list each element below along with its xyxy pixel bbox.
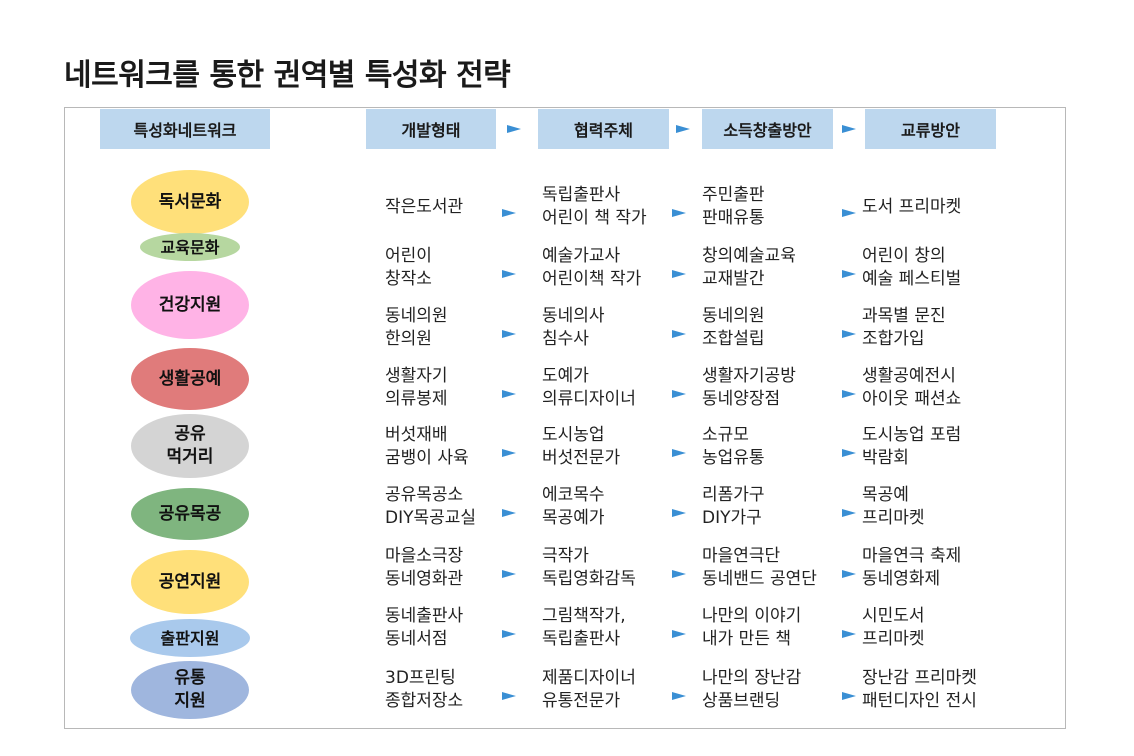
flow-arrow-row9-3: [842, 692, 856, 700]
diagram-frame: [64, 107, 1066, 729]
page-title: 네트워크를 통한 권역별 특성화 전략: [64, 58, 511, 93]
cell-row6-col1: 공유목공소 DIY목공교실: [385, 485, 477, 528]
cell-row4-col2: 도예가 의류디자이너: [542, 366, 636, 409]
flow-arrow-row4-1: [502, 390, 516, 398]
network-oval-6: 공유목공: [131, 488, 249, 540]
flow-arrow-row2-3: [842, 270, 856, 278]
flow-arrow-row4-2: [672, 390, 686, 398]
cell-row1-col4: 도서 프리마켓: [862, 196, 962, 217]
flow-arrow-row8-3: [842, 630, 856, 638]
flow-arrow-row9-2: [672, 692, 686, 700]
cell-row9-col3: 나만의 장난감 상품브랜딩: [702, 668, 802, 711]
flow-arrow-row1-2: [672, 209, 686, 217]
flow-arrow-row1-1: [502, 209, 516, 217]
cell-row1-col3: 주민출판 판매유통: [702, 185, 765, 228]
cell-row8-col4: 시민도서 프리마켓: [862, 606, 925, 649]
cell-row6-col2: 에코목수 목공예가: [542, 485, 605, 528]
cell-row2-col1: 어린이 창작소: [385, 246, 432, 289]
network-oval-9: 유통 지원: [131, 661, 249, 719]
network-oval-5: 공유 먹거리: [131, 414, 249, 478]
header-network: 특성화네트워크: [100, 109, 270, 149]
flow-arrow-row3-2: [672, 330, 686, 338]
cell-row3-col4: 과목별 문진 조합가입: [862, 306, 946, 349]
header-arrow-2: [676, 125, 690, 133]
flow-arrow-row6-2: [672, 509, 686, 517]
cell-row9-col4: 장난감 프리마켓 패턴디자인 전시: [862, 668, 977, 711]
cell-row9-col1: 3D프린팅 종합저장소: [385, 668, 464, 711]
cell-row8-col2: 그림책작가, 독립출판사: [542, 606, 626, 649]
network-oval-1: 독서문화: [131, 170, 249, 234]
cell-row9-col2: 제품디자이너 유통전문가: [542, 668, 636, 711]
header-arrow-3: [842, 125, 856, 133]
flow-arrow-row2-1: [502, 270, 516, 278]
cell-row5-col4: 도시농업 포럼 박람회: [862, 425, 962, 468]
cell-row4-col3: 생활자기공방 동네양장점: [702, 366, 796, 409]
cell-row3-col3: 동네의원 조합설립: [702, 306, 765, 349]
cell-row7-col1: 마을소극장 동네영화관: [385, 546, 464, 589]
network-oval-2: 교육문화: [140, 233, 240, 261]
flow-arrow-row8-2: [672, 630, 686, 638]
cell-row8-col1: 동네출판사 동네서점: [385, 606, 464, 649]
header-arrow-1: [507, 125, 521, 133]
header-exchange: 교류방안: [865, 109, 996, 149]
flow-arrow-row7-1: [502, 570, 516, 578]
flow-arrow-row3-3: [842, 330, 856, 338]
cell-row5-col1: 버섯재배 굼뱅이 사육: [385, 425, 469, 468]
network-oval-7: 공연지원: [131, 550, 249, 614]
flow-arrow-row9-1: [502, 692, 516, 700]
cell-row5-col3: 소규모 농업유통: [702, 425, 765, 468]
cell-row2-col4: 어린이 창의 예술 페스티벌: [862, 246, 962, 289]
flow-arrow-row7-3: [842, 570, 856, 578]
cell-row3-col1: 동네의원 한의원: [385, 306, 448, 349]
cell-row7-col3: 마을연극단 동네밴드 공연단: [702, 546, 817, 589]
flow-arrow-row7-2: [672, 570, 686, 578]
cell-row7-col4: 마을연극 축제 동네영화제: [862, 546, 962, 589]
cell-row1-col1: 작은도서관: [385, 196, 464, 217]
flow-arrow-row5-1: [502, 449, 516, 457]
cell-row7-col2: 극작가 독립영화감독: [542, 546, 636, 589]
network-oval-8: 출판지원: [130, 619, 250, 657]
flow-arrow-row6-3: [842, 509, 856, 517]
cell-row2-col3: 창의예술교육 교재발간: [702, 246, 796, 289]
network-oval-4: 생활공예: [131, 348, 249, 410]
cell-row3-col2: 동네의사 침수사: [542, 306, 605, 349]
cell-row6-col4: 목공예 프리마켓: [862, 485, 925, 528]
header-development: 개발형태: [366, 109, 496, 149]
cell-row4-col1: 생활자기 의류봉제: [385, 366, 448, 409]
cell-row4-col4: 생활공예전시 아이웃 패션쇼: [862, 366, 962, 409]
flow-arrow-row6-1: [502, 509, 516, 517]
network-oval-3: 건강지원: [131, 271, 249, 339]
cell-row5-col2: 도시농업 버섯전문가: [542, 425, 621, 468]
cell-row8-col3: 나만의 이야기 내가 만든 책: [702, 606, 802, 649]
cell-row2-col2: 예술가교사 어린이책 작가: [542, 246, 642, 289]
flow-arrow-row3-1: [502, 330, 516, 338]
header-income: 소득창출방안: [702, 109, 833, 149]
cell-row6-col3: 리폼가구 DIY가구: [702, 485, 765, 528]
flow-arrow-row8-1: [502, 630, 516, 638]
flow-arrow-row5-2: [672, 449, 686, 457]
flow-arrow-row5-3: [842, 449, 856, 457]
flow-arrow-row1-3: [842, 209, 856, 217]
header-partner: 협력주체: [538, 109, 669, 149]
cell-row1-col2: 독립출판사 어린이 책 작가: [542, 185, 647, 228]
flow-arrow-row4-3: [842, 390, 856, 398]
flow-arrow-row2-2: [672, 270, 686, 278]
